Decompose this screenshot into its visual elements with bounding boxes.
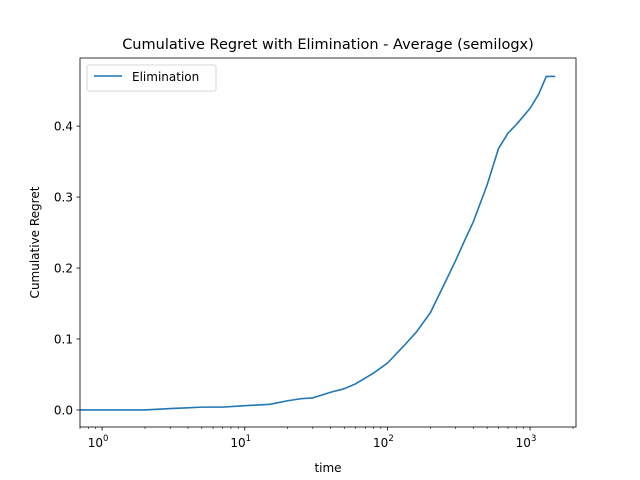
legend-label-elimination: Elimination	[132, 70, 199, 84]
y-tick-label: 0.0	[54, 403, 73, 417]
x-axis-label: time	[314, 461, 341, 475]
plot-frame	[79, 57, 577, 428]
chart-title: Cumulative Regret with Elimination - Ave…	[122, 37, 534, 53]
legend-box	[86, 64, 217, 92]
y-tick-label: 0.4	[54, 120, 73, 134]
x-tick-label: 100	[88, 434, 109, 450]
y-axis: 0.0 0.1 0.2 0.3 0.4	[54, 120, 80, 417]
series-line-elimination	[80, 75, 556, 411]
x-tick-label: 103	[516, 434, 537, 450]
x-axis-minor-ticks	[79, 427, 574, 429]
x-tick-label: 101	[230, 434, 251, 450]
y-tick-label: 0.2	[54, 262, 73, 276]
y-axis-label: Cumulative Regret	[28, 186, 42, 298]
y-tick-label: 0.1	[54, 333, 73, 347]
x-tick-label: 102	[373, 434, 394, 450]
legend: Elimination	[86, 64, 217, 92]
y-tick-label: 0.3	[54, 191, 73, 205]
plot-area	[79, 57, 577, 428]
x-axis: 100 101 102 103	[88, 427, 537, 450]
